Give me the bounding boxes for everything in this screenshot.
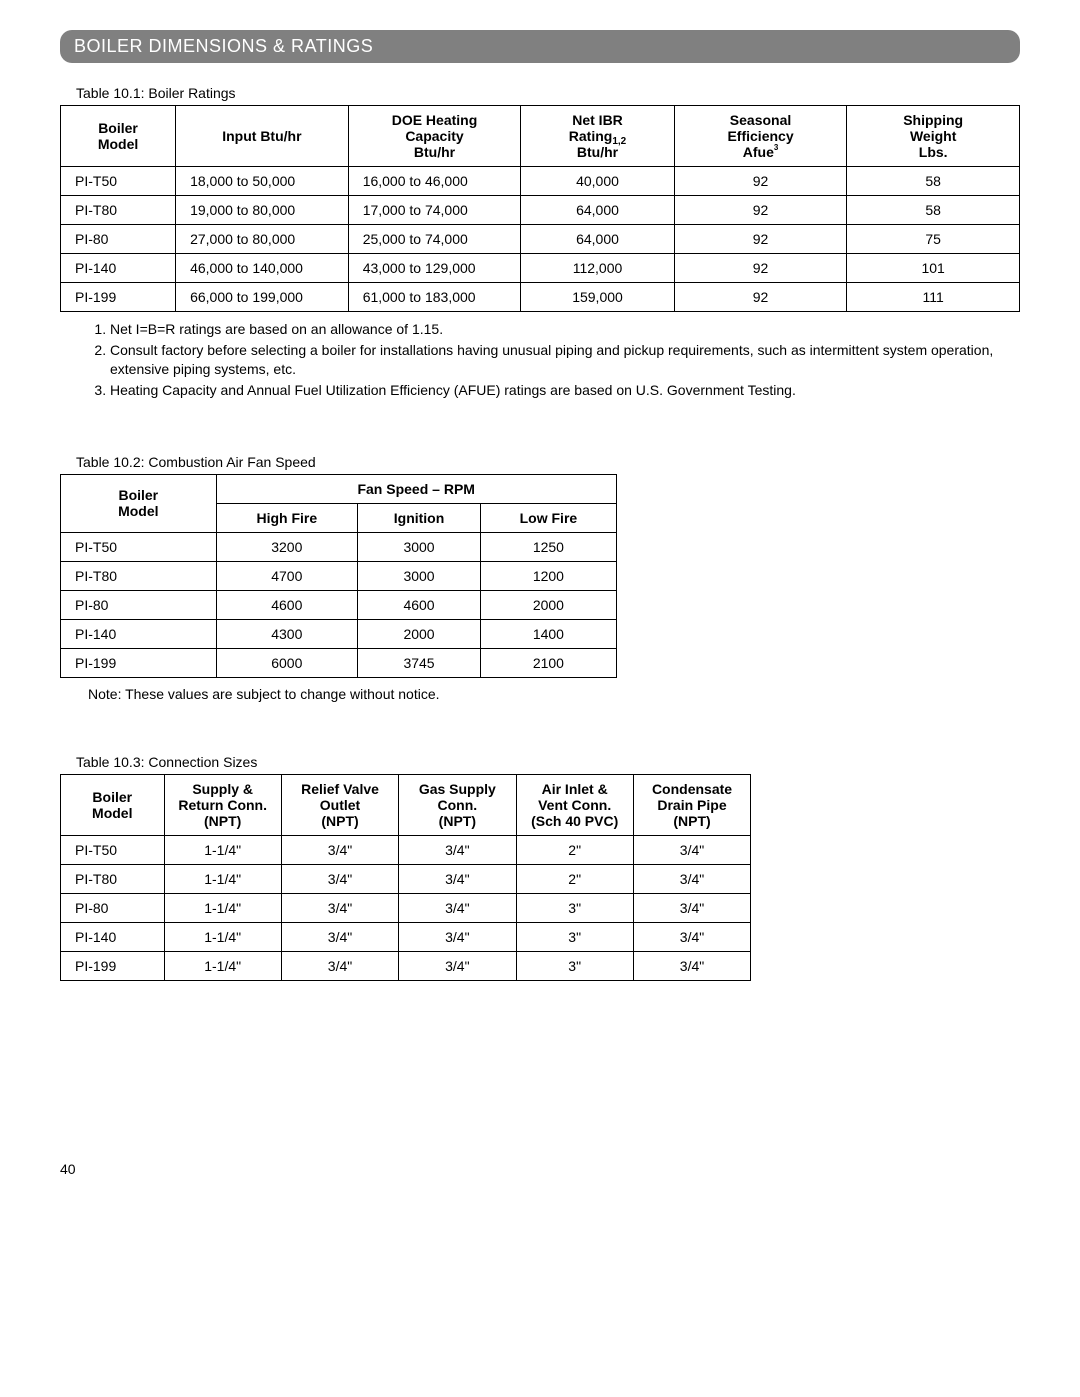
- th-model: Boiler Model: [118, 487, 158, 519]
- th-supply: Supply & Return Conn. (NPT): [178, 781, 267, 829]
- th-weight: Shipping Weight Lbs.: [903, 112, 963, 160]
- note-item: Net I=B=R ratings are based on an allowa…: [110, 320, 1010, 339]
- table-row: PI-199 66,000 to 199,000 61,000 to 183,0…: [61, 283, 1020, 312]
- th-net: Net IBR Rating1,2 Btu/hr: [569, 112, 626, 160]
- table-row: PI-199 6000 3745 2100: [61, 648, 617, 677]
- table-row: PI-T80 4700 3000 1200: [61, 561, 617, 590]
- table-row: PI-T50 18,000 to 50,000 16,000 to 46,000…: [61, 167, 1020, 196]
- table-row: PI-80 1-1/4" 3/4" 3/4" 3" 3/4": [61, 893, 751, 922]
- table-row: PI-140 1-1/4" 3/4" 3/4" 3" 3/4": [61, 922, 751, 951]
- th-highfire: High Fire: [216, 503, 357, 532]
- th-relief: Relief Valve Outlet (NPT): [301, 781, 379, 829]
- th-fanspeed: Fan Speed – RPM: [216, 474, 616, 503]
- table-connection-sizes: Boiler Model Supply & Return Conn. (NPT)…: [60, 774, 751, 981]
- th-doe: DOE Heating Capacity Btu/hr: [392, 112, 478, 160]
- section-header: BOILER DIMENSIONS & RATINGS: [60, 30, 1020, 63]
- note-item: Consult factory before selecting a boile…: [110, 341, 1010, 379]
- page-number: 40: [60, 1161, 1020, 1177]
- table1-notes: Net I=B=R ratings are based on an allowa…: [88, 320, 1020, 400]
- th-input: Input Btu/hr: [222, 128, 301, 144]
- th-afue: Seasonal Efficiency Afue3: [727, 112, 793, 160]
- table-row: PI-199 1-1/4" 3/4" 3/4" 3" 3/4": [61, 951, 751, 980]
- table2-note: Note: These values are subject to change…: [88, 686, 1020, 702]
- table-row: PI-T50 3200 3000 1250: [61, 532, 617, 561]
- th-model: Boiler Model: [92, 789, 132, 821]
- table-row: PI-80 4600 4600 2000: [61, 590, 617, 619]
- table-boiler-ratings: BoilerModel Input Btu/hr DOE Heating Cap…: [60, 105, 1020, 312]
- table-row: PI-140 4300 2000 1400: [61, 619, 617, 648]
- note-item: Heating Capacity and Annual Fuel Utiliza…: [110, 381, 1010, 400]
- th-model: BoilerModel: [98, 120, 138, 152]
- th-gas: Gas Supply Conn. (NPT): [419, 781, 496, 829]
- table2-caption: Table 10.2: Combustion Air Fan Speed: [76, 454, 1020, 470]
- table1-caption: Table 10.1: Boiler Ratings: [76, 85, 1020, 101]
- table-row: PI-80 27,000 to 80,000 25,000 to 74,000 …: [61, 225, 1020, 254]
- table-fan-speed: Boiler Model Fan Speed – RPM High Fire I…: [60, 474, 617, 678]
- table3-caption: Table 10.3: Connection Sizes: [76, 754, 1020, 770]
- th-air: Air Inlet & Vent Conn. (Sch 40 PVC): [531, 781, 618, 829]
- th-lowfire: Low Fire: [481, 503, 617, 532]
- table-row: PI-T50 1-1/4" 3/4" 3/4" 2" 3/4": [61, 835, 751, 864]
- table-row: PI-T80 1-1/4" 3/4" 3/4" 2" 3/4": [61, 864, 751, 893]
- table-row: PI-T80 19,000 to 80,000 17,000 to 74,000…: [61, 196, 1020, 225]
- th-condensate: Condensate Drain Pipe (NPT): [652, 781, 732, 829]
- th-ignition: Ignition: [358, 503, 481, 532]
- table-row: PI-140 46,000 to 140,000 43,000 to 129,0…: [61, 254, 1020, 283]
